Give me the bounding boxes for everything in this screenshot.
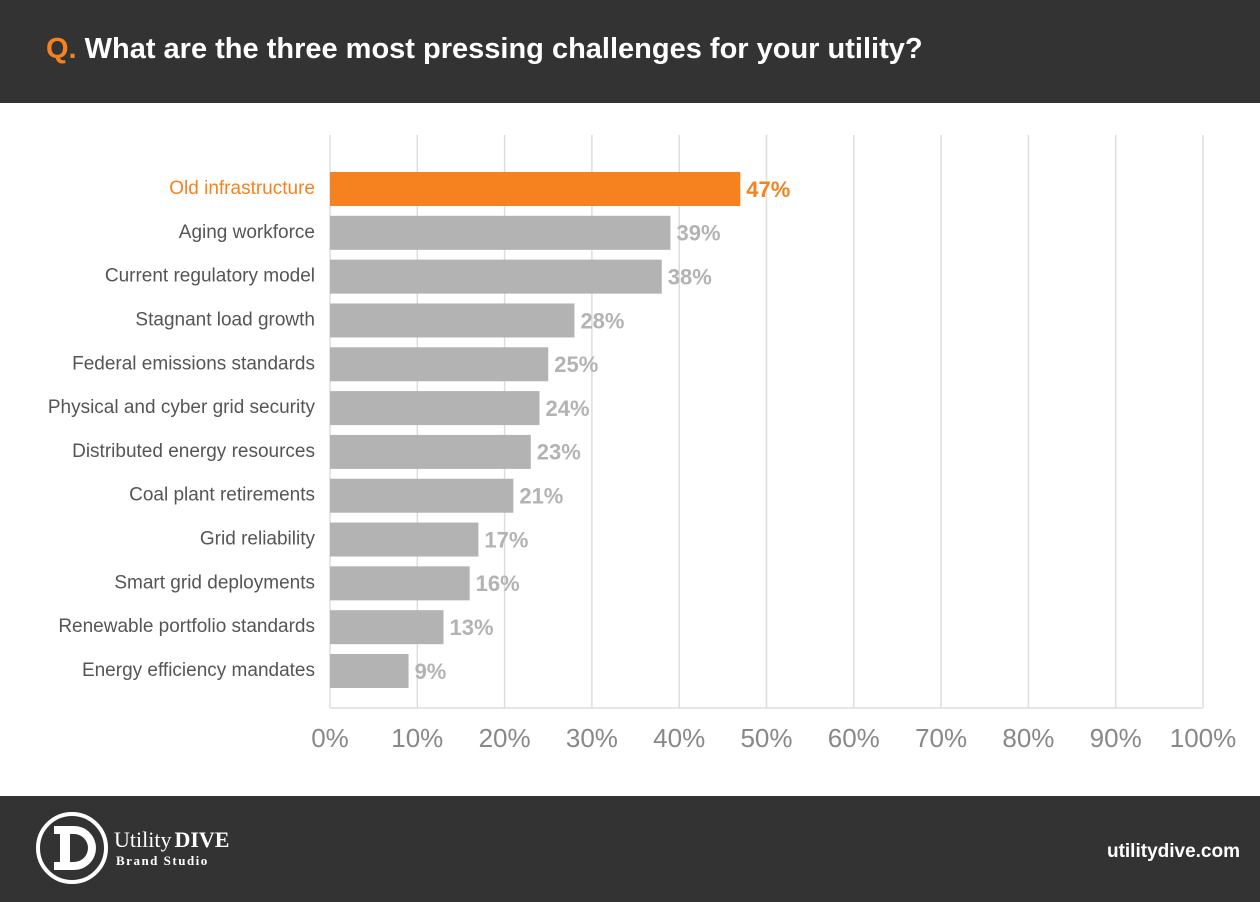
value-label: 23% (537, 440, 581, 465)
category-label: Distributed energy resources (72, 441, 315, 462)
category-label: Old infrastructure (169, 178, 315, 199)
plot-area: 0% 10% 20% 30% 40% 50% 60% 70% 80% 90% 100% Old inf… (48, 135, 1236, 753)
bar (330, 215, 671, 250)
bar (330, 259, 662, 294)
x-tick-label: 0% (311, 723, 349, 753)
value-label: 39% (676, 221, 720, 246)
category-label: Grid reliability (200, 529, 316, 550)
category-label: Aging workforce (179, 222, 315, 243)
brand-name: Utility DIVE (114, 827, 229, 852)
question-text: What are the three most pressing challen… (85, 33, 923, 65)
value-label: 28% (580, 308, 624, 333)
brand-bold: DIVE (174, 827, 229, 852)
value-label: 24% (546, 396, 590, 421)
x-tick-label: 70% (915, 723, 967, 753)
header-title: Q. What are the three most pressing chall… (46, 33, 923, 65)
site-url: utilitydive.com (1107, 841, 1240, 862)
value-label: 25% (554, 352, 598, 377)
category-label: Smart grid deployments (114, 572, 315, 593)
x-tick-label: 20% (479, 723, 531, 753)
brand-tagline: Brand Studio (116, 853, 209, 868)
x-tick-label: 50% (740, 723, 792, 753)
bar (330, 434, 531, 469)
category-label: Current regulatory model (105, 266, 315, 287)
category-label: Coal plant retirements (129, 485, 315, 506)
category-label: Physical and cyber grid security (48, 397, 316, 418)
bar (330, 347, 549, 382)
value-label: 38% (668, 264, 712, 289)
x-tick-label: 90% (1090, 723, 1142, 753)
category-label: Federal emissions standards (72, 353, 315, 374)
bar (330, 478, 514, 513)
bar (330, 391, 540, 426)
x-tick-label: 80% (1002, 723, 1054, 753)
category-label: Renewable portfolio standards (58, 616, 315, 637)
bar (330, 654, 409, 688)
bar (330, 522, 479, 557)
bar (330, 566, 470, 601)
question-marker: Q. (46, 33, 77, 65)
value-label: 16% (476, 571, 520, 596)
header-bar (0, 0, 1260, 103)
logo-d (54, 826, 96, 870)
x-tick-label: 10% (391, 723, 443, 753)
footer-bar (0, 796, 1260, 902)
value-label: 9% (415, 659, 447, 684)
bar (330, 172, 741, 206)
category-label: Stagnant load growth (135, 309, 315, 330)
category-label: Energy efficiency mandates (82, 660, 315, 681)
brand-regular: Utility (114, 827, 171, 852)
x-tick-label: 100% (1170, 723, 1237, 753)
bar (330, 610, 444, 645)
bar (330, 303, 575, 338)
value-label: 21% (519, 484, 563, 509)
logo-ring (36, 812, 108, 884)
x-tick-label: 30% (566, 723, 618, 753)
value-label: 17% (484, 527, 528, 552)
value-label: 13% (449, 615, 493, 640)
x-tick-label: 40% (653, 723, 705, 753)
x-tick-label: 60% (828, 723, 880, 753)
value-label: 47% (746, 177, 790, 202)
